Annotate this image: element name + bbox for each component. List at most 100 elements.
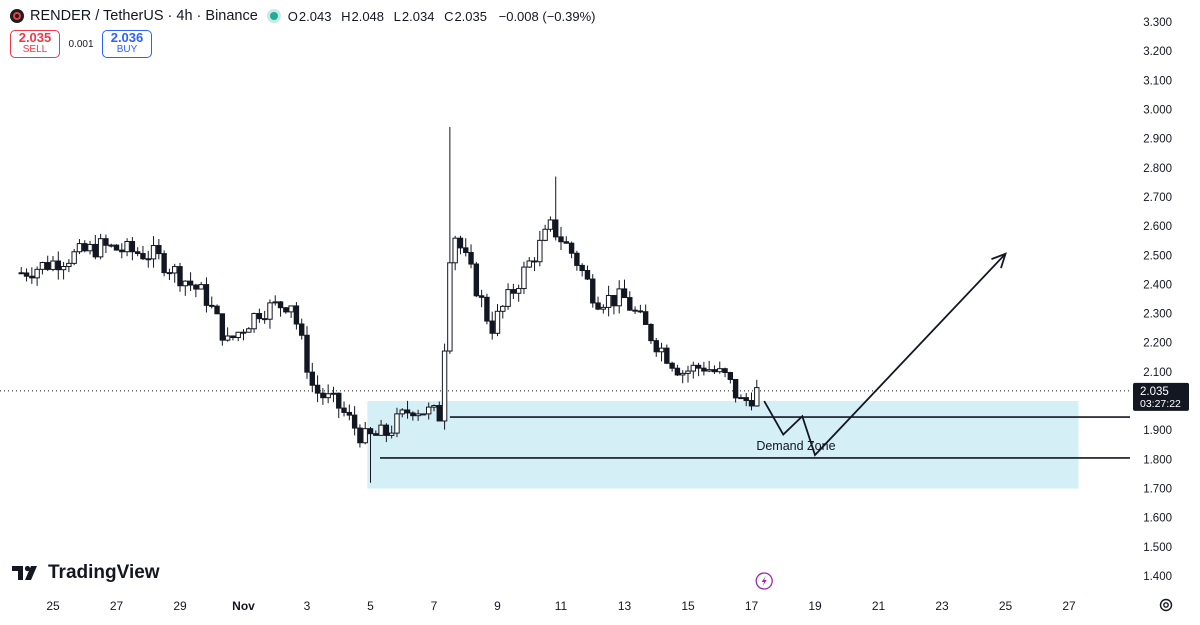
candle-body <box>553 219 559 238</box>
x-tick-label: 7 <box>431 599 438 613</box>
candle-body <box>500 305 506 312</box>
buy-label: BUY <box>116 44 138 55</box>
candle-body <box>330 392 337 395</box>
sell-price: 2.035 <box>18 30 52 45</box>
candle-body <box>45 262 51 270</box>
candle-body <box>60 266 67 271</box>
candle-body <box>457 237 464 249</box>
candle-body <box>632 309 638 312</box>
candle-body <box>124 241 130 253</box>
candle-body <box>642 311 649 325</box>
y-axis: 3.300 3.200 3.100 3.000 2.900 2.800 2.700 2.600… <box>1143 17 1172 583</box>
change-value: −0.008 (−0.39%) <box>498 8 596 24</box>
x-tick-label: 29 <box>173 599 187 613</box>
candle-body <box>410 412 416 417</box>
buy-price: 2.036 <box>110 30 144 45</box>
candle-body <box>314 384 321 394</box>
candle-body <box>595 302 601 310</box>
candle-body <box>690 364 696 372</box>
buy-button[interactable]: 2.036 BUY <box>102 30 152 58</box>
ohlc-values: O2.043 H2.048 L2.034 C2.035 −0.008 (−0.3… <box>288 9 596 24</box>
y-tick-label: 2.700 <box>1143 192 1172 204</box>
candle-body <box>103 238 109 246</box>
sell-button[interactable]: 2.035 SELL <box>10 30 60 58</box>
candle-body <box>404 409 411 414</box>
candle-body <box>320 392 326 399</box>
candle-body <box>161 253 167 274</box>
y-tick-label: 1.800 <box>1143 454 1172 466</box>
candle-body <box>219 313 226 341</box>
candle-body <box>706 369 712 372</box>
candle-body <box>55 260 61 271</box>
projection-path <box>763 253 1007 457</box>
candle-body <box>431 405 437 408</box>
candle-body <box>182 280 188 287</box>
y-tick-label: 3.000 <box>1143 104 1172 116</box>
candle-body <box>627 297 633 311</box>
symbol-title[interactable]: RENDER / TetherUS · 4h · Binance <box>30 8 258 24</box>
candle-body <box>367 428 374 435</box>
candle-body <box>351 414 358 429</box>
candle-body <box>378 424 384 436</box>
candle-body <box>521 266 527 290</box>
high-label: H <box>341 8 351 24</box>
candle-body <box>727 372 734 380</box>
candle-body <box>542 228 548 241</box>
candle-body <box>711 369 718 373</box>
candle-body <box>261 318 268 321</box>
candle-body <box>664 347 670 364</box>
candle-body <box>420 413 427 416</box>
candle-body <box>97 238 104 258</box>
candle-body <box>251 312 257 330</box>
candle-body <box>447 262 453 352</box>
candle-body <box>473 263 480 297</box>
candle-body <box>494 310 501 334</box>
countdown-label: 03:27:22 <box>1140 398 1181 410</box>
candle-body <box>605 295 612 308</box>
settings-gear-icon[interactable] <box>1158 597 1174 613</box>
candle-body <box>240 331 247 334</box>
candle-body <box>600 306 607 310</box>
candle-body <box>129 241 136 253</box>
candle-body <box>452 237 458 264</box>
candle-body <box>198 284 204 290</box>
candle-body <box>648 323 654 342</box>
open-value: 2.043 <box>298 8 332 24</box>
candle-body <box>50 260 56 270</box>
candle-body <box>653 340 659 353</box>
candle-body <box>484 296 490 322</box>
candle-body <box>426 406 432 415</box>
candle-body <box>87 243 93 252</box>
candles-group <box>18 126 760 483</box>
candle-body <box>299 323 305 336</box>
candle-body <box>574 252 580 266</box>
high-value: 2.048 <box>351 8 385 24</box>
candle-body <box>357 427 363 444</box>
candle-body <box>388 432 395 436</box>
candle-body <box>568 242 575 254</box>
x-axis: 25 27 29 Nov 3 5 7 9 11 13 15 17 19 21 23 25 27 <box>46 599 1076 613</box>
y-tick-label: 3.100 <box>1143 75 1172 87</box>
candle-body <box>336 392 342 409</box>
candle-body <box>272 301 278 304</box>
candle-body <box>695 364 702 369</box>
candle-body <box>441 350 448 422</box>
candle-body <box>621 288 628 299</box>
candle-body <box>717 368 723 373</box>
symbol-header: RENDER / TetherUS · 4h · Binance O2.043 … <box>10 6 595 26</box>
demand-zone-label: Demand Zone <box>756 439 835 453</box>
lightning-bolt-icon <box>761 576 767 586</box>
candle-body <box>224 335 231 341</box>
candle-body <box>293 305 300 325</box>
market-open-status-icon <box>269 12 278 20</box>
candle-body <box>722 368 728 374</box>
open-label: O <box>287 8 298 24</box>
last-price-label: 2.035 <box>1140 386 1169 398</box>
candle-body <box>748 400 755 407</box>
sell-label: SELL <box>22 44 48 55</box>
candle-body <box>187 280 194 286</box>
y-tick-label: 2.200 <box>1143 338 1172 350</box>
candle-body <box>537 239 543 263</box>
